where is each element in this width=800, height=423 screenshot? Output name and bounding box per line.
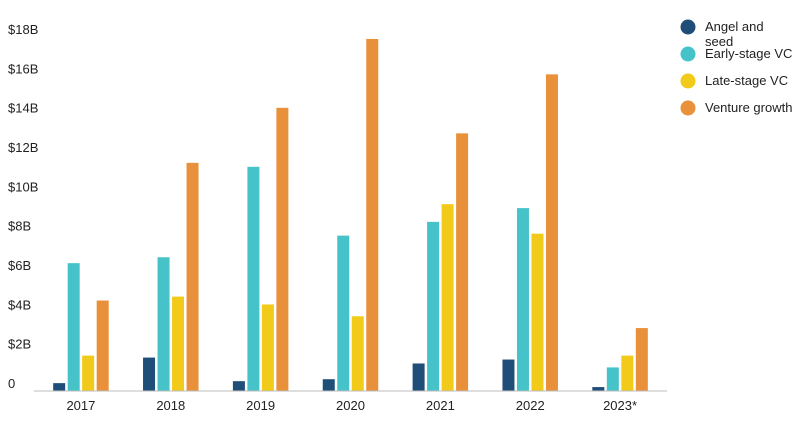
x-tick-label: 2019 xyxy=(246,398,275,413)
y-tick-label: 0 xyxy=(8,376,15,391)
x-tick-label: 2020 xyxy=(336,398,365,413)
y-tick-label: $6B xyxy=(8,258,31,273)
bar-late-stage-vc-2022 xyxy=(531,233,544,391)
legend-label-line: Early-stage VC xyxy=(705,46,792,61)
bar-early-stage-vc-2020 xyxy=(337,235,350,391)
bar-early-stage-vc-2021 xyxy=(427,221,440,391)
legend-label-line: Late-stage VC xyxy=(705,73,788,88)
bar-late-stage-vc-2018 xyxy=(172,296,185,391)
y-tick-label: $14B xyxy=(8,101,38,116)
x-tick-label: 2023* xyxy=(603,398,637,413)
y-tick-label: $8B xyxy=(8,219,31,234)
y-tick-label: $12B xyxy=(8,140,38,155)
bar-venture-growth-2019 xyxy=(276,107,289,392)
y-tick-label: $16B xyxy=(8,61,38,76)
bar-angel-and-seed-2023 xyxy=(592,387,605,391)
legend-item-early-stage-vc: Early-stage VC xyxy=(680,46,792,62)
x-tick-label: 2021 xyxy=(426,398,455,413)
y-tick-label: $2B xyxy=(8,337,31,352)
bar-early-stage-vc-2017 xyxy=(67,263,80,391)
legend-item-venture-growth: Venture growth xyxy=(680,100,792,116)
legend-marker xyxy=(680,73,696,89)
bar-venture-growth-2017 xyxy=(96,300,109,391)
bar-late-stage-vc-2021 xyxy=(441,204,454,391)
legend-marker xyxy=(680,46,696,62)
bar-early-stage-vc-2023 xyxy=(606,367,619,391)
bar-late-stage-vc-2020 xyxy=(351,316,364,391)
bar-late-stage-vc-2023 xyxy=(621,355,634,391)
bar-angel-and-seed-2017 xyxy=(53,383,66,391)
legend-label-line: seed xyxy=(705,34,733,49)
legend-label: Late-stage VC xyxy=(705,73,788,88)
x-axis-tick-labels: 2017 2018 2019 2020 2021 2022 2023* xyxy=(66,398,637,413)
bar-venture-growth-2022 xyxy=(545,74,558,391)
bars xyxy=(53,38,648,392)
legend-label: Early-stage VC xyxy=(705,46,792,61)
y-tick-label: $4B xyxy=(8,297,31,312)
x-tick-label: 2018 xyxy=(156,398,185,413)
legend-marker xyxy=(680,19,696,35)
legend-marker xyxy=(680,100,696,116)
bar-angel-and-seed-2019 xyxy=(232,381,245,391)
bar-venture-growth-2023 xyxy=(635,328,648,391)
y-tick-label: $10B xyxy=(8,179,38,194)
legend-label-line: Angel and xyxy=(705,19,764,34)
bar-angel-and-seed-2020 xyxy=(322,379,335,391)
bar-venture-growth-2021 xyxy=(456,133,469,391)
bar-venture-growth-2020 xyxy=(366,38,379,391)
y-tick-label: $18B xyxy=(8,22,38,37)
bar-early-stage-vc-2019 xyxy=(247,166,260,391)
legend-item-late-stage-vc: Late-stage VC xyxy=(680,73,788,89)
bar-angel-and-seed-2022 xyxy=(502,359,515,391)
x-tick-label: 2022 xyxy=(516,398,545,413)
x-tick-label: 2017 xyxy=(66,398,95,413)
bar-angel-and-seed-2018 xyxy=(143,357,156,391)
bar-early-stage-vc-2018 xyxy=(157,257,170,391)
bar-late-stage-vc-2019 xyxy=(261,304,274,391)
legend-item-angel-and-seed: Angel and seed xyxy=(680,19,764,49)
legend-label: Angel and seed xyxy=(705,19,764,49)
y-axis-tick-labels: 0 $2B $4B $6B $8B $10B $12B $14B $16B $18B xyxy=(8,22,38,391)
bar-late-stage-vc-2017 xyxy=(82,355,95,391)
bar-angel-and-seed-2021 xyxy=(412,363,425,391)
bar-early-stage-vc-2022 xyxy=(516,208,529,391)
legend-label-line: Venture growth xyxy=(705,100,792,115)
legend-label: Venture growth xyxy=(705,100,792,115)
bar-venture-growth-2018 xyxy=(186,162,199,391)
